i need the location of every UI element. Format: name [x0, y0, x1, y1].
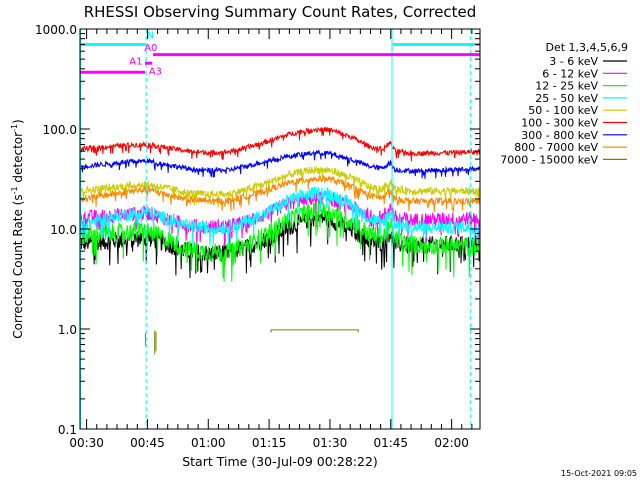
legend-label-800-7000-kev: 800 - 7000 keV [514, 141, 598, 154]
y-tick-label-1: 1.0 [58, 323, 77, 337]
x-tick-label-5: 01:45 [373, 436, 408, 450]
legend-label-6-12-kev: 6 - 12 keV [542, 67, 598, 80]
state-label-a1: A1 [129, 57, 142, 68]
ticks-layer: 0.1 1.0 10.0 100.0 1000.0 00:30 00:45 01:00 01:1… [35, 23, 480, 450]
x-axis-label: Start Time (30-Jul-09 00:28:22) [182, 454, 378, 469]
legend-label-300-800-kev: 300 - 800 keV [521, 129, 598, 142]
legend-label-25-50-kev: 25 - 50 keV [535, 92, 598, 105]
y-tick-label-2: 10.0 [50, 223, 77, 237]
series-segment-7000-15000-kev-3 [270, 329, 359, 333]
x-tick-label-4: 01:30 [313, 436, 348, 450]
x-tick-label-1: 00:45 [130, 436, 165, 450]
y-axis-label-sup2: -1 [10, 124, 19, 132]
y-axis-label-mid: detector [11, 132, 25, 187]
y-axis-label-end: ) [11, 119, 25, 124]
footer-timestamp: 15-Oct-2021 09:05 [561, 469, 637, 478]
state-label-n: N [147, 31, 154, 42]
x-tick-label-3: 01:15 [252, 436, 287, 450]
x-tick-label-0: 00:30 [69, 436, 104, 450]
state-label-a3: A3 [149, 67, 162, 78]
series-line-100-300-kev [79, 126, 481, 162]
legend-label-100-300-kev: 100 - 300 keV [521, 117, 598, 130]
y-axis-label-sup1: -1 [10, 186, 19, 194]
y-tick-label-4: 1000.0 [35, 23, 77, 37]
chart-title: RHESSI Observing Summary Count Rates, Co… [84, 3, 477, 21]
legend-label-12-25-kev: 12 - 25 keV [535, 80, 598, 93]
legend-label-3-6-kev: 3 - 6 keV [549, 55, 598, 68]
y-tick-label-0: 0.1 [58, 423, 77, 437]
legend-label-7000-15000-kev: 7000 - 15000 keV [500, 153, 598, 166]
y-axis-label-main: Corrected Count Rate (s [11, 194, 25, 338]
state-label-a0: A0 [144, 43, 157, 54]
y-axis-label: Corrected Count Rate (s-1 detector-1) [10, 119, 25, 338]
legend-label-50-100-kev: 50 - 100 keV [528, 104, 598, 117]
series-line-300-800-kev [79, 149, 481, 179]
x-tick-label-2: 01:00 [191, 436, 226, 450]
series-line-12-25-kev [79, 201, 481, 282]
x-tick-label-6: 02:00 [434, 436, 469, 450]
legend-header: Det 1,3,4,5,6,9 [545, 41, 628, 54]
y-tick-label-3: 100.0 [43, 123, 77, 137]
